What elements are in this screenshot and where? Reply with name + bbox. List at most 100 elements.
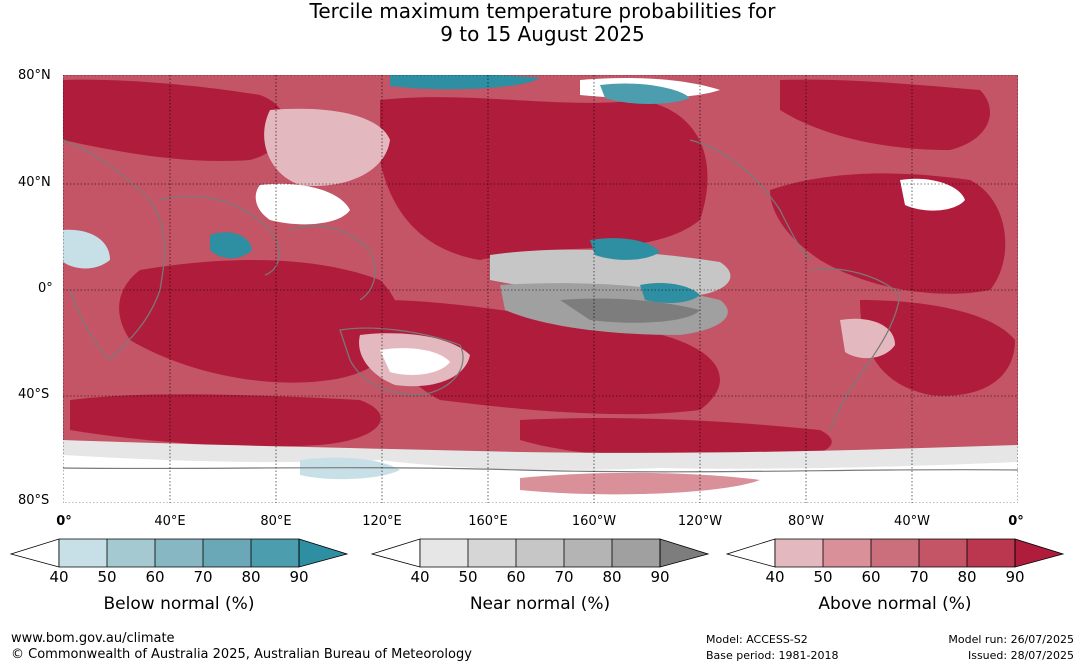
near-bar-high-arrow [659, 538, 710, 568]
below-bar-segment-50 [107, 539, 155, 567]
north-atlantic-white [900, 178, 965, 211]
near-tick-40: 40 [410, 568, 430, 586]
near-tick-70: 70 [554, 568, 574, 586]
near-bar-segment-60 [516, 539, 564, 567]
below-tick-90: 90 [289, 568, 309, 586]
pacific-teal-north [590, 238, 660, 260]
below-tick-60: 60 [145, 568, 165, 586]
lon-label-160w: 160°W [571, 514, 617, 529]
below-tick-40: 40 [49, 568, 69, 586]
below-bar-low-arrow [10, 538, 60, 568]
north-america-coast [689, 139, 811, 261]
arctic-teal [390, 75, 540, 90]
above-bar-segment-60 [871, 539, 919, 567]
base-period: Base period: 1981-2018 [706, 649, 839, 662]
below-bar-segment-40 [59, 539, 107, 567]
near-tick-50: 50 [458, 568, 478, 586]
issued-date: Issued: 28/07/2025 [967, 649, 1074, 662]
above-bar-low-arrow [726, 538, 776, 568]
southern-ocean-warm-west [70, 394, 381, 447]
model-name: Model: ACCESS-S2 [706, 633, 808, 646]
above-tick-80: 80 [957, 568, 977, 586]
south-pacific-warm [380, 300, 720, 415]
title-line-2: 9 to 15 August 2025 [440, 22, 645, 46]
graticule [63, 75, 1018, 503]
near-normal-colorbar [371, 538, 710, 568]
below-tick-50: 50 [97, 568, 117, 586]
near-tick-80: 80 [602, 568, 622, 586]
lat-label-80s: 80°S [18, 493, 50, 508]
probability-map [63, 75, 1018, 503]
antarctica-coast [63, 467, 1018, 473]
lon-label-0-east: 0° [1008, 514, 1024, 529]
australia-coast [339, 327, 464, 396]
india-teal [210, 232, 252, 259]
above-tick-40: 40 [765, 568, 785, 586]
equatorial-pacific-dark-grey [560, 298, 700, 323]
coastlines [63, 139, 1018, 473]
near-bar-segment-40 [420, 539, 468, 567]
above-bar-segment-80 [967, 539, 1015, 567]
lon-label-120e: 120°E [362, 514, 402, 529]
lat-label-40n: 40°N [18, 175, 51, 190]
arctic-teal-2 [600, 83, 690, 104]
lon-label-80e: 80°E [260, 514, 292, 529]
below-bar-high-arrow [298, 538, 349, 568]
lon-label-80w: 80°W [788, 514, 824, 529]
indian-ocean-warm [119, 260, 401, 383]
south-america-coast [809, 268, 901, 431]
near-bar-segment-80 [612, 539, 660, 567]
below-normal-label: Below normal (%) [103, 594, 255, 614]
map-field [63, 75, 1018, 503]
above-bar-segment-50 [823, 539, 871, 567]
above-bar-segment-70 [919, 539, 967, 567]
above-normal-colorbar [726, 538, 1065, 568]
above-tick-60: 60 [861, 568, 881, 586]
above-tick-90: 90 [1005, 568, 1025, 586]
lat-label-40s: 40°S [18, 387, 50, 402]
near-tick-60: 60 [506, 568, 526, 586]
map-title: Tercile maximum temperature probabilitie… [0, 0, 1085, 46]
north-pacific-warm [380, 97, 708, 260]
africa-coast [63, 139, 165, 361]
above-bar-segment-40 [775, 539, 823, 567]
near-normal-label: Near normal (%) [469, 594, 611, 614]
model-run-date: Model run: 26/07/2025 [948, 633, 1074, 646]
central-asia-pink [264, 108, 390, 186]
below-bar-segment-70 [203, 539, 251, 567]
near-bar-segment-50 [468, 539, 516, 567]
below-tick-80: 80 [241, 568, 261, 586]
lon-label-0-west: 0° [56, 514, 72, 529]
website-link[interactable]: www.bom.gov.au/climate [11, 631, 175, 646]
arctic-europe-warm [63, 79, 286, 161]
pacific-teal-south [640, 283, 700, 303]
above-tick-70: 70 [909, 568, 929, 586]
near-bar-segment-70 [564, 539, 612, 567]
lon-label-160e: 160°E [468, 514, 508, 529]
below-bar-segment-80 [251, 539, 299, 567]
west-africa-blue [63, 229, 110, 269]
tibet-white [255, 183, 350, 225]
southern-ocean-warm-east [520, 418, 832, 462]
above-tick-50: 50 [813, 568, 833, 586]
lon-label-40w: 40°W [894, 514, 930, 529]
below-normal-colorbar [10, 538, 349, 568]
lat-label-equator: 0° [38, 281, 53, 296]
near-tick-90: 90 [650, 568, 670, 586]
lat-label-80n: 80°N [18, 68, 51, 83]
near-bar-low-arrow [371, 538, 421, 568]
above-normal-label: Above normal (%) [818, 594, 972, 614]
australia-white [380, 348, 450, 375]
arabia-india-coast [159, 195, 280, 276]
south-atlantic-warm [860, 300, 1015, 396]
above-bar-high-arrow [1014, 538, 1065, 568]
arctic-canada-warm [780, 79, 990, 150]
title-line-1: Tercile maximum temperature probabilitie… [309, 0, 776, 23]
south-america-pink [840, 318, 895, 359]
below-tick-70: 70 [193, 568, 213, 586]
lon-label-40e: 40°E [154, 514, 186, 529]
southeast-asia-coast [289, 225, 376, 301]
below-bar-segment-60 [155, 539, 203, 567]
copyright-text: © Commonwealth of Australia 2025, Austra… [11, 647, 472, 662]
lon-label-120w: 120°W [677, 514, 723, 529]
